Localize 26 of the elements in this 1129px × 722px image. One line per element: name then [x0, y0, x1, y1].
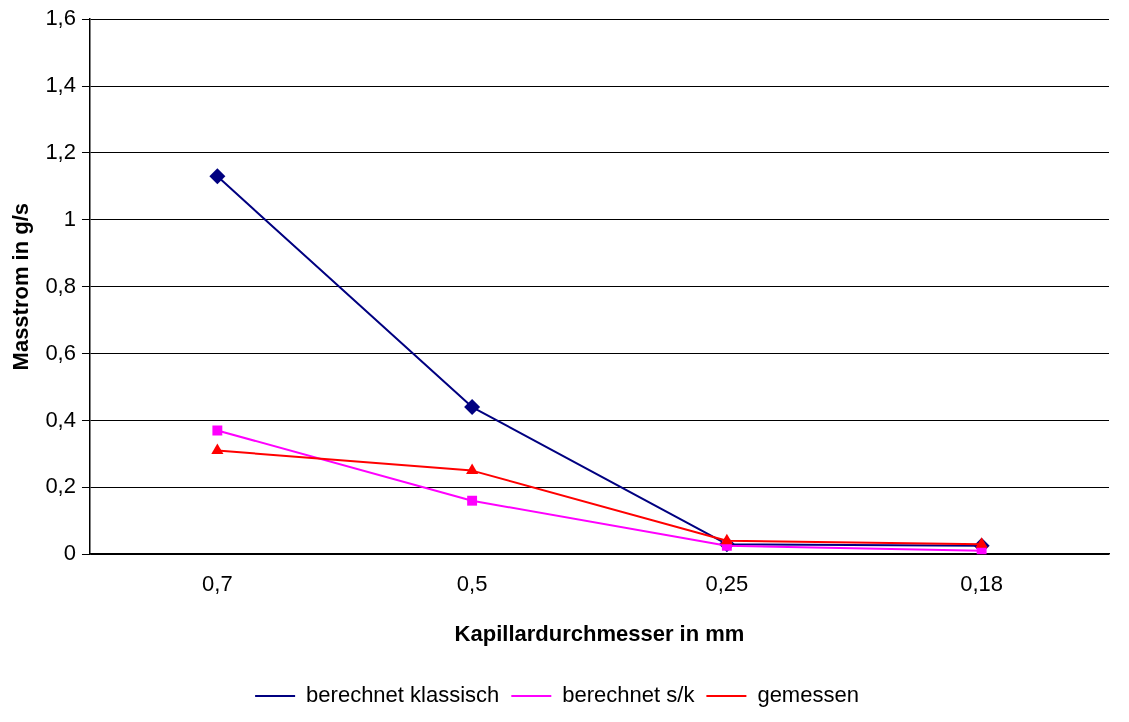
point [720, 533, 733, 545]
legend-label: gemessen [757, 682, 859, 708]
x-tick-label: 0,25 [705, 571, 749, 597]
x-tick-label: 0,5 [456, 571, 488, 597]
legend-label: berechnet s/k [562, 682, 696, 708]
y-tick-label: 1,4 [45, 72, 76, 98]
point [211, 443, 224, 455]
y-tick-label: 0,2 [45, 473, 76, 499]
y-tick-label: 0 [63, 540, 76, 566]
y-tick-label: 0,8 [45, 272, 76, 298]
point [464, 399, 481, 416]
x-tick-label: 0,18 [960, 571, 1004, 597]
x-tick-label: 0,7 [202, 571, 233, 597]
legend-label: berechnet klassisch [306, 682, 500, 708]
y-tick-label: 0,4 [45, 406, 76, 432]
point [212, 425, 223, 436]
y-tick-label: 1,6 [45, 5, 76, 31]
x-axis-title: Kapillardurchmesser in mm [454, 620, 745, 646]
y-axis-title: Masstrom in g/s [8, 202, 34, 371]
point [975, 537, 988, 548]
y-tick-label: 1,2 [45, 139, 76, 165]
y-tick-label: 0,6 [45, 339, 76, 365]
y-tick-label: 1 [63, 205, 76, 231]
point [467, 495, 478, 506]
point [466, 463, 479, 475]
point [209, 168, 226, 185]
